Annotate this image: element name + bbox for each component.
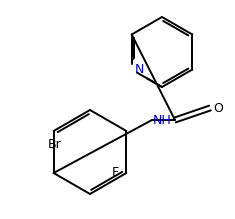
Text: O: O: [213, 101, 223, 115]
Text: N: N: [135, 63, 144, 76]
Text: NH: NH: [153, 115, 171, 127]
Text: F: F: [112, 166, 119, 180]
Text: Br: Br: [48, 138, 62, 150]
